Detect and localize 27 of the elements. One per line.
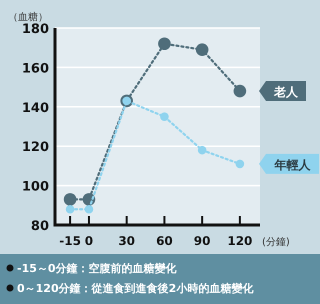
text: 0～120分鐘：從進食到進食後2小時的血糖變化 <box>17 282 254 295</box>
x-tick-label: 90 <box>194 234 210 248</box>
x-tick-label: -15 <box>59 234 81 248</box>
text: 老人 <box>273 85 299 100</box>
point <box>236 160 244 168</box>
point <box>160 112 169 121</box>
point <box>66 204 74 214</box>
y-tick-label: 80 <box>30 219 49 234</box>
point <box>196 43 208 56</box>
point <box>198 146 206 154</box>
y-axis-title: （血糖） <box>8 11 48 23</box>
y-tick-label: 140 <box>22 100 49 116</box>
x-axis-title: (分鐘) <box>262 236 290 248</box>
y-tick-label: 100 <box>22 180 49 195</box>
point <box>64 193 76 206</box>
x-tick-label: 120 <box>227 234 252 248</box>
x-tick-label: 30 <box>118 234 136 248</box>
x-tick-label: 60 <box>156 234 173 248</box>
point <box>84 204 94 214</box>
y-tick-label: 120 <box>22 140 49 156</box>
y-tick-label: 180 <box>22 22 49 37</box>
text: -15～0分鐘：空腹前的血糖變化 <box>17 262 178 275</box>
x-tick-label: 0 <box>84 234 94 248</box>
point <box>234 84 246 98</box>
y-tick-label: 160 <box>22 61 49 76</box>
point <box>158 37 171 50</box>
text: 年輕人 <box>274 158 312 172</box>
